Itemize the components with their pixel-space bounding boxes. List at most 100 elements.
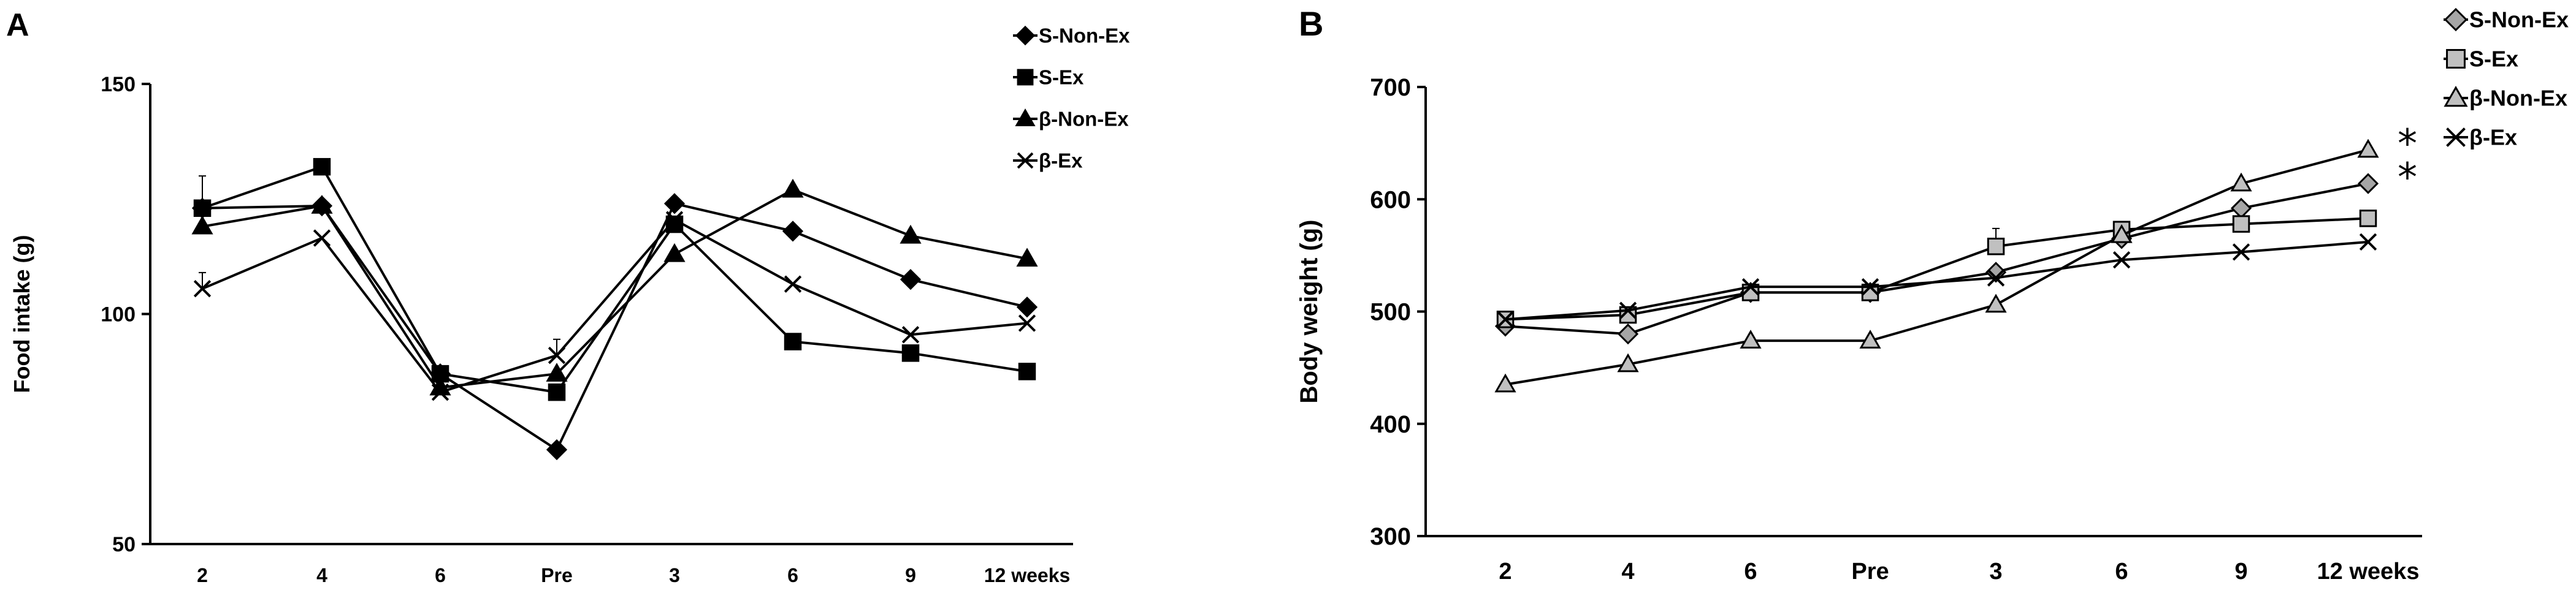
panel-label: B: [1299, 4, 1323, 43]
data-point: [2357, 173, 2379, 194]
legend-marker: [2446, 127, 2466, 147]
data-point: [1619, 301, 1637, 319]
chart-panel-b: B 300 400 500 600 700 Body weight (g) 2 4 6 Pre 3 6 9…: [1296, 4, 2569, 584]
x-tick-label: Pre: [541, 564, 573, 586]
x-tick-label: 6: [435, 564, 446, 586]
legend-label: S-Non-Ex: [2469, 7, 2569, 32]
data-point: [901, 344, 920, 362]
legend-label: S-Ex: [2469, 47, 2518, 72]
legend-marker: [2444, 7, 2468, 32]
x-tick-label: 6: [1744, 559, 1757, 584]
data-point: [784, 333, 802, 350]
y-tick-label: 50: [112, 533, 136, 556]
series-S-Non-Ex: [191, 193, 1038, 461]
legend-label: S-Ex: [1039, 66, 1084, 89]
data-point: [2111, 224, 2133, 243]
legend-item: β-Non-Ex: [2444, 86, 2567, 111]
chart-panel-a: A 50 100 150 Food intake (g) 2 4 6 Pre 3 6 9 12 week…: [6, 7, 1130, 586]
data-point: [2357, 138, 2379, 158]
data-point: [1740, 330, 1762, 349]
data-point: [313, 157, 331, 176]
data-point: [1859, 330, 1881, 349]
data-point: [663, 243, 686, 262]
data-point: [191, 215, 213, 235]
data-point: [1016, 297, 1038, 318]
series-line: [202, 165, 1028, 394]
data-point: [784, 275, 802, 293]
data-point: [1861, 278, 1879, 296]
data-point: [1987, 269, 2005, 287]
series-β-Non-Ex: [1494, 138, 2379, 393]
x-tick-label: 6: [787, 564, 798, 586]
series-β-Ex: [1496, 233, 2377, 328]
data-point: [1741, 278, 1760, 296]
legend-marker: [1015, 25, 1036, 46]
legend-label: β-Ex: [1039, 149, 1083, 172]
legend-item: S-Non-Ex: [1013, 25, 1130, 47]
panel-label: A: [6, 7, 29, 43]
data-point: [1018, 363, 1036, 380]
data-point: [1016, 248, 1038, 267]
x-tick-label: Pre: [1851, 559, 1889, 584]
legend: S-Non-Ex S-Ex β-Non-Ex β-Ex: [1013, 25, 1130, 172]
data-point: [193, 199, 212, 217]
legend-label: β-Non-Ex: [1039, 108, 1129, 130]
y-tick-label: 300: [1370, 523, 1411, 550]
data-point: [900, 269, 922, 290]
series-line: [1505, 148, 2369, 386]
data-point: [2230, 197, 2252, 219]
legend-label: S-Non-Ex: [1039, 25, 1130, 47]
legend-label: β-Non-Ex: [2469, 86, 2567, 111]
data-point: [311, 194, 333, 214]
y-axis-title: Food intake (g): [9, 235, 34, 393]
data-point: [1987, 237, 2005, 255]
legend-item: S-Ex: [1013, 66, 1084, 89]
legend: S-Non-Ex S-Ex β-Non-Ex β-Ex: [2444, 7, 2569, 150]
series-β-Ex: [193, 211, 1036, 401]
legend-label: β-Ex: [2469, 125, 2517, 150]
x-tick-label: 12 weeks: [984, 564, 1071, 586]
data-point: [663, 193, 686, 214]
data-point: [1018, 314, 1036, 332]
data-point: [665, 211, 684, 229]
series-line: [1505, 217, 2369, 321]
data-point: [546, 439, 568, 461]
y-tick-label: 100: [101, 303, 136, 326]
data-point: [1617, 353, 1639, 373]
y-tick-label: 700: [1370, 74, 1411, 101]
data-point: [901, 326, 920, 344]
y-tick-label: 600: [1370, 186, 1411, 213]
legend-marker: [2446, 49, 2466, 69]
significance-marker: *: [2398, 156, 2417, 201]
legend-item: β-Ex: [1013, 149, 1083, 172]
series-line: [202, 202, 1028, 452]
data-point: [431, 384, 449, 401]
x-tick-label: 4: [316, 564, 327, 586]
data-point: [546, 363, 568, 382]
x-tick-label: 4: [1621, 559, 1634, 584]
legend-marker: [1015, 108, 1036, 126]
x-tick-label: 2: [1499, 559, 1512, 584]
data-point: [1985, 293, 2007, 313]
data-point: [548, 383, 566, 401]
x-tick-label: 9: [905, 564, 916, 586]
data-point: [2232, 215, 2250, 233]
significance-marker: *: [2398, 122, 2417, 167]
data-point: [193, 280, 212, 298]
series-line: [202, 218, 1028, 394]
data-point: [900, 224, 922, 244]
legend-marker: [2444, 85, 2468, 107]
data-point: [2359, 233, 2377, 251]
y-tick-label: 400: [1370, 411, 1411, 438]
data-point: [548, 346, 566, 365]
data-point: [2112, 251, 2131, 269]
legend-marker: [1017, 152, 1034, 169]
x-tick-label: 3: [1989, 559, 2002, 584]
x-tick-label: 6: [2115, 559, 2128, 584]
x-tick-label: 2: [197, 564, 208, 586]
legend-item: β-Ex: [2444, 125, 2517, 150]
x-tick-label: 9: [2234, 559, 2247, 584]
x-tick-label: 12 weeks: [2317, 559, 2420, 584]
